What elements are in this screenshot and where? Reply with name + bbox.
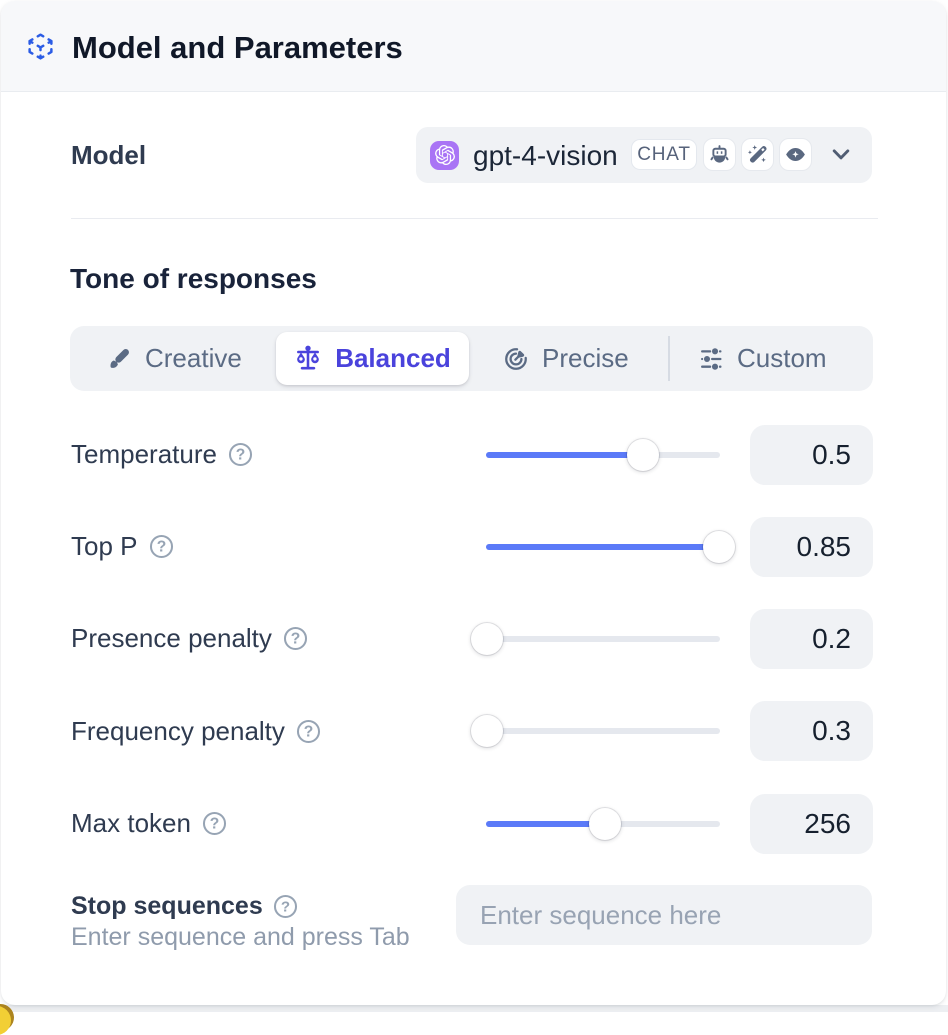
svg-text:?: ?	[156, 539, 166, 556]
svg-text:?: ?	[236, 447, 246, 464]
svg-text:?: ?	[210, 816, 220, 833]
svg-text:?: ?	[304, 723, 314, 740]
svg-text:?: ?	[291, 631, 301, 648]
svg-text:?: ?	[281, 898, 290, 915]
